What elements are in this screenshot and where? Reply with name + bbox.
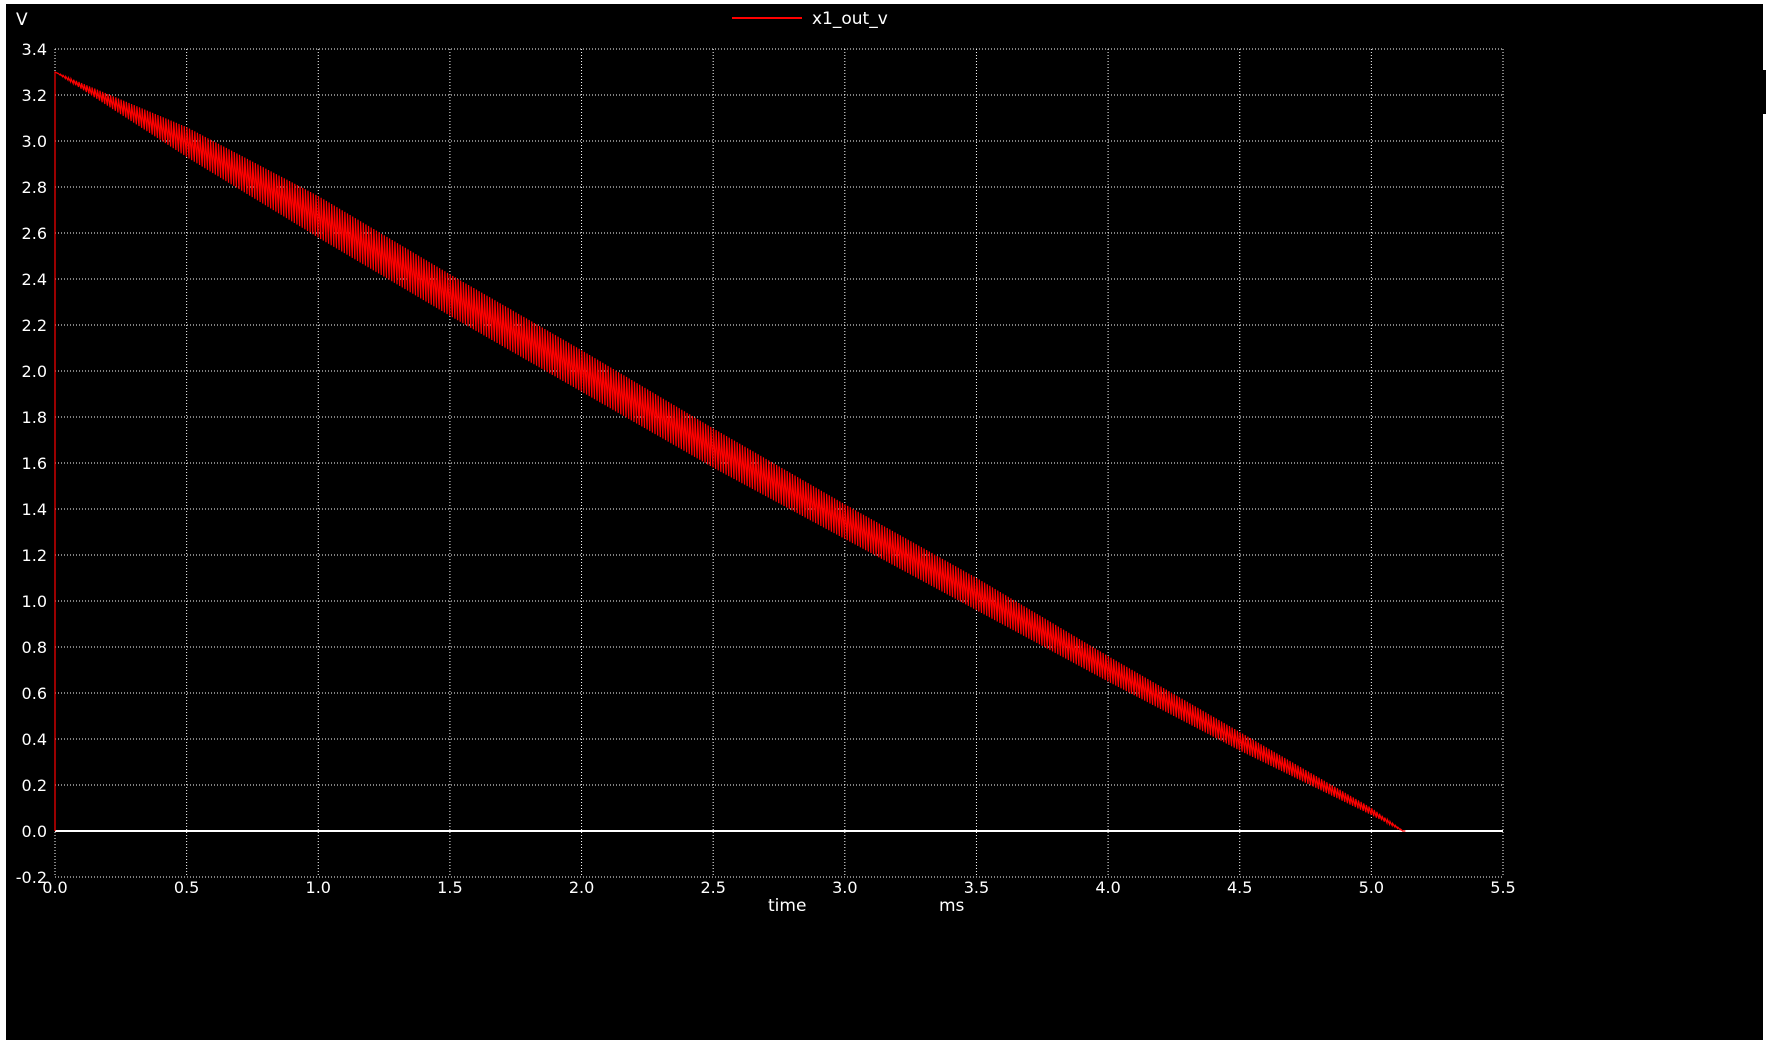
plot-window: 0.0 0.5 1.0 1.5 2.0 2.5 3.0 3.5 4.0 4.5 5.0 5.5 -0.2… bbox=[6, 4, 1763, 1040]
y-axis-unit: V bbox=[16, 10, 28, 30]
x-tick-label-11: 5.5 bbox=[1490, 878, 1515, 897]
y-tick-label-1: 0.0 bbox=[22, 822, 47, 841]
x-axis-unit: ms bbox=[939, 896, 965, 916]
series-x1_out_v bbox=[54, 71, 1406, 832]
x-tick-label-4: 2.0 bbox=[569, 878, 594, 897]
series-line-x1_out_v bbox=[54, 71, 1406, 832]
line-chart: 0.0 0.5 1.0 1.5 2.0 2.5 3.0 3.5 4.0 4.5 5.0 5.5 -0.2… bbox=[16, 9, 1516, 916]
x-tick-label-2: 1.0 bbox=[306, 878, 331, 897]
x-tick-label-0: 0.0 bbox=[42, 878, 67, 897]
y-tick-label-6: 1.0 bbox=[22, 592, 47, 611]
x-axis-label: time bbox=[768, 896, 806, 916]
x-tick-label-7: 3.5 bbox=[964, 878, 989, 897]
y-tick-label-5: 0.8 bbox=[22, 638, 47, 657]
series-layer bbox=[54, 71, 1406, 832]
y-tick-label-8: 1.4 bbox=[22, 500, 47, 519]
y-tick-label-16: 3.0 bbox=[22, 132, 47, 151]
y-tick-label-13: 2.4 bbox=[22, 270, 47, 289]
y-tick-label-2: 0.2 bbox=[22, 776, 47, 795]
x-tick-label-10: 5.0 bbox=[1359, 878, 1384, 897]
y-tick-label-0: -0.2 bbox=[16, 868, 47, 887]
x-tick-label-8: 4.0 bbox=[1095, 878, 1120, 897]
legend-label-x1-out-v: x1_out_v bbox=[812, 9, 888, 29]
y-tick-label-10: 1.8 bbox=[22, 408, 47, 427]
tick-labels: 0.0 0.5 1.0 1.5 2.0 2.5 3.0 3.5 4.0 4.5 5.0 5.5 -0.2… bbox=[16, 40, 1516, 897]
window-edge-divider bbox=[1763, 70, 1766, 114]
y-tick-label-3: 0.4 bbox=[22, 730, 47, 749]
y-tick-label-17: 3.2 bbox=[22, 86, 47, 105]
y-tick-label-9: 1.6 bbox=[22, 454, 47, 473]
grid bbox=[54, 48, 1504, 878]
y-tick-label-18: 3.4 bbox=[22, 40, 47, 59]
y-tick-label-15: 2.8 bbox=[22, 178, 47, 197]
y-tick-label-7: 1.2 bbox=[22, 546, 47, 565]
y-tick-label-4: 0.6 bbox=[22, 684, 47, 703]
y-tick-label-12: 2.2 bbox=[22, 316, 47, 335]
x-tick-label-6: 3.0 bbox=[832, 878, 857, 897]
x-tick-label-1: 0.5 bbox=[174, 878, 199, 897]
x-tick-label-5: 2.5 bbox=[700, 878, 725, 897]
legend[interactable]: x1_out_v bbox=[732, 9, 888, 29]
y-tick-label-14: 2.6 bbox=[22, 224, 47, 243]
y-tick-label-11: 2.0 bbox=[22, 362, 47, 381]
x-tick-label-3: 1.5 bbox=[437, 878, 462, 897]
x-tick-label-9: 4.5 bbox=[1227, 878, 1252, 897]
